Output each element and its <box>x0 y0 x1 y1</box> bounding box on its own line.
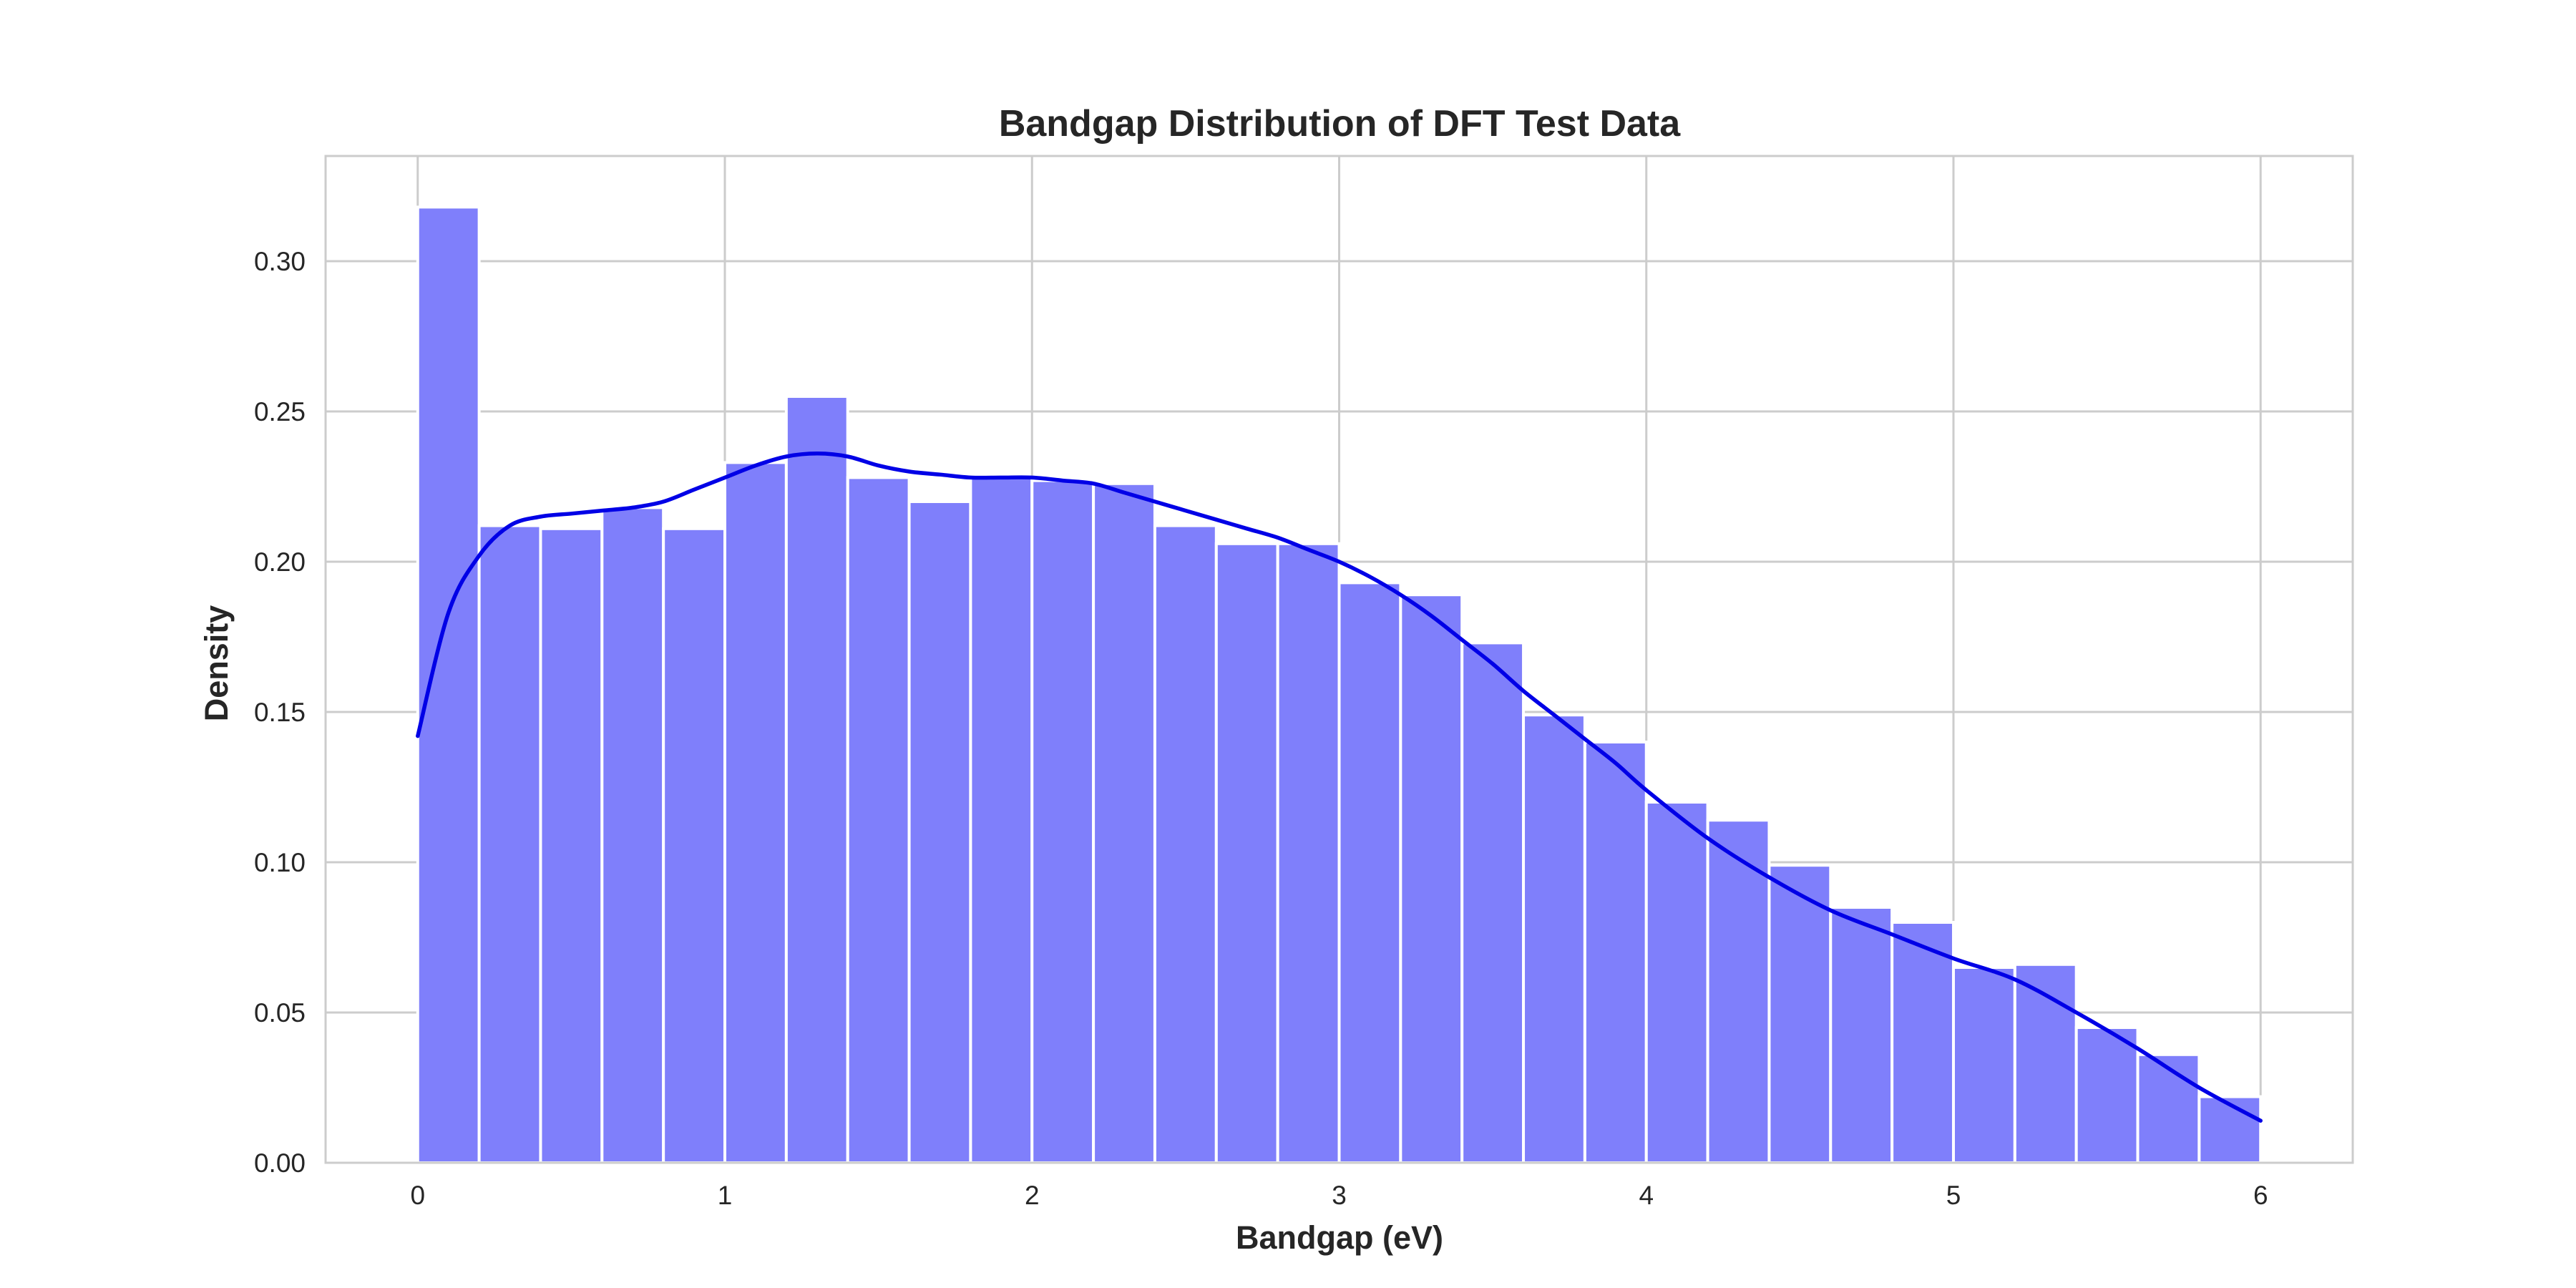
x-tick-label: 3 <box>1332 1181 1347 1210</box>
histogram-bar <box>1583 741 1648 1164</box>
histogram-bar <box>1460 641 1526 1164</box>
chart-title: Bandgap Distribution of DFT Test Data <box>999 103 1681 145</box>
histogram-bar <box>600 506 665 1164</box>
histogram-bar <box>1276 542 1341 1164</box>
histogram-bar <box>1214 542 1279 1164</box>
histogram-bar <box>477 524 542 1164</box>
bars-layer <box>416 205 2263 1165</box>
kde-curve <box>416 452 2263 1123</box>
histogram-bar <box>1829 906 1894 1164</box>
histogram-bar <box>1522 713 1586 1164</box>
x-tick-label: 5 <box>1946 1181 1961 1210</box>
x-axis-label: Bandgap (eV) <box>1236 1219 1443 1256</box>
histogram-bar <box>1951 966 2016 1164</box>
y-tick-label: 0.30 <box>254 247 306 276</box>
y-axis-label: Density <box>198 605 235 722</box>
histogram-bar <box>1399 593 1464 1164</box>
y-tick-label: 0.10 <box>254 848 306 877</box>
histogram-bar <box>784 395 849 1164</box>
histogram-bar <box>1337 581 1402 1164</box>
histogram-bar <box>662 527 727 1164</box>
histogram-bar <box>969 476 1034 1164</box>
kde-layer <box>416 452 2263 1123</box>
plot-border <box>324 155 2354 1164</box>
histogram-bar <box>416 205 481 1164</box>
y-tick-label: 0.25 <box>254 397 306 426</box>
histogram-bar <box>1092 482 1156 1164</box>
y-tick-label: 0.15 <box>254 698 306 727</box>
x-tick-label: 4 <box>1639 1181 1654 1210</box>
x-tick-label: 1 <box>718 1181 733 1210</box>
y-tick-label: 0.20 <box>254 547 306 577</box>
histogram-bar <box>1890 921 1955 1164</box>
x-tick-label: 0 <box>410 1181 425 1210</box>
histogram-bar <box>539 527 604 1164</box>
histogram-bar <box>2074 1026 2140 1164</box>
plot-frame <box>324 155 2354 1164</box>
histogram-bar <box>1030 479 1096 1164</box>
histogram-bar <box>846 476 911 1164</box>
tick-labels: 0 1 2 3 4 5 6 0.00 0.05 0.10 0.15 0.20 0.25 0.30 <box>254 247 2268 1210</box>
histogram-bar <box>1153 524 1218 1164</box>
histogram-bar <box>723 461 788 1164</box>
histogram-bar <box>1644 801 1709 1164</box>
x-tick-label: 6 <box>2253 1181 2268 1210</box>
histogram-bar <box>2197 1095 2263 1164</box>
histogram-bar <box>2136 1053 2201 1165</box>
y-tick-label: 0.05 <box>254 998 306 1028</box>
histogram-bar <box>1767 864 1833 1164</box>
histogram-bar <box>2013 962 2078 1165</box>
y-tick-label: 0.00 <box>254 1148 306 1178</box>
histogram-bar <box>907 500 972 1164</box>
x-tick-label: 2 <box>1025 1181 1040 1210</box>
